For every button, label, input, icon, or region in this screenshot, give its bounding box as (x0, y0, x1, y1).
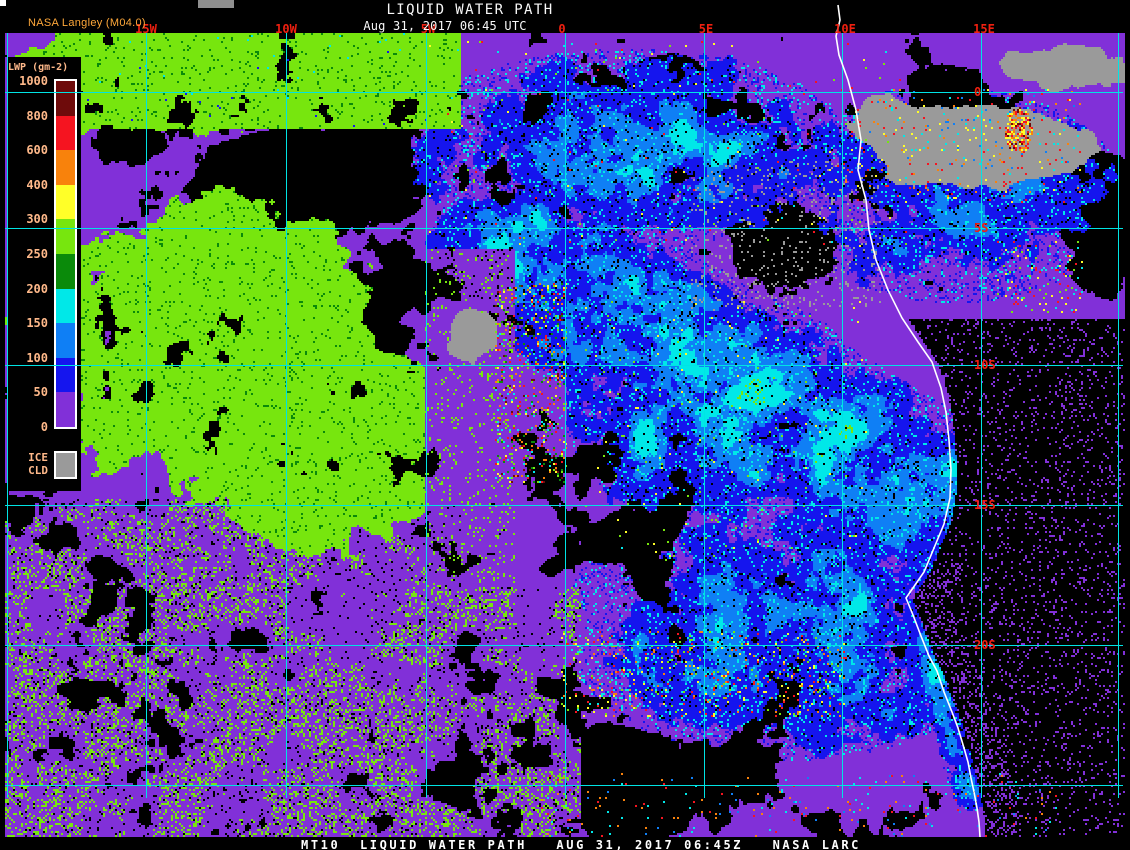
longitude-label-5E: 5E (698, 22, 714, 36)
legend-tick-150: 150 (26, 316, 48, 331)
ice-cloud-label-line2: CLD (28, 464, 48, 477)
top-edge-gray-artifact (198, 0, 234, 8)
longitude-label-15E: 15E (973, 22, 995, 36)
ice-cloud-swatch (54, 451, 77, 479)
legend-segment-200-250 (56, 253, 75, 289)
longitude-label-10W: 10W (275, 22, 297, 36)
legend-tick-200: 200 (26, 281, 48, 296)
legend-tick-0: 0 (40, 420, 48, 434)
legend-title: LWP (gm-2) (8, 62, 69, 73)
legend-segment-100-150 (56, 323, 75, 358)
latitude-label-0: 0 (974, 85, 982, 99)
longitude-label-10E: 10E (834, 22, 856, 36)
legend-tick-400: 400 (26, 177, 48, 192)
source-label: NASA Langley (M04.0) (28, 17, 146, 29)
longitude-label-5W: 5W (420, 22, 436, 36)
legend-segment-600-800 (56, 115, 75, 151)
legend-segment-50-100 (56, 357, 75, 393)
legend-tick-1000: 1000 (19, 74, 48, 88)
footer-text: MT10 LIQUID WATER PATH AUG 31, 2017 06:4… (300, 838, 862, 850)
legend-tick-300: 300 (26, 212, 48, 227)
legend-tick-250: 250 (26, 247, 48, 261)
longitude-label-0: 0 (558, 22, 566, 36)
longitude-label-15W: 15W (135, 22, 157, 36)
latitude-label-10S: 10S (974, 358, 996, 372)
legend-segment-800-1000 (56, 81, 75, 116)
footer-bar (0, 837, 1130, 850)
legend-tick-50: 50 (33, 385, 48, 400)
page-subtitle: Aug 31, 2017 06:45 UTC (363, 19, 527, 33)
legend-segment-400-600 (56, 150, 75, 185)
corner-artifact (0, 0, 6, 6)
latitude-label-20S: 20S (974, 638, 996, 652)
legend-segment-0-50 (56, 392, 75, 427)
latitude-label-15S: 15S (974, 498, 996, 512)
legend-segment-150-200 (56, 288, 75, 324)
legend-tick-600: 600 (26, 143, 48, 158)
legend-segment-250-300 (56, 219, 75, 254)
ice-cloud-label-line1: ICE (28, 451, 48, 464)
legend-color-bar (54, 79, 77, 429)
page-title: LIQUID WATER PATH (386, 2, 554, 18)
legend-tick-800: 800 (26, 108, 48, 123)
legend-segment-300-400 (56, 184, 75, 220)
legend-tick-100: 100 (26, 350, 48, 365)
latitude-label-5S: 5S (974, 221, 989, 235)
